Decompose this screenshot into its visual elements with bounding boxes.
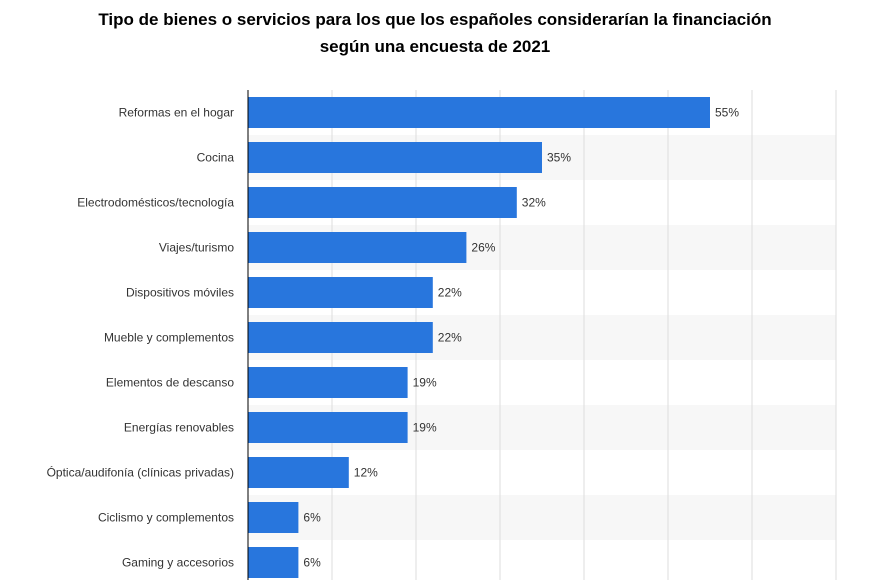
value-label: 19% xyxy=(413,421,437,435)
value-label: 55% xyxy=(715,106,739,120)
chart-title: Tipo de bienes o servicios para los que … xyxy=(0,6,870,60)
value-label: 26% xyxy=(471,241,495,255)
bar[interactable] xyxy=(248,142,542,173)
bar[interactable] xyxy=(248,322,433,353)
category-label: Cocina xyxy=(197,151,235,165)
value-label: 22% xyxy=(438,286,462,300)
category-label: Gaming y accesorios xyxy=(122,556,234,570)
bar[interactable] xyxy=(248,187,517,218)
category-label: Reformas en el hogar xyxy=(119,106,234,120)
chart-title-line-1: Tipo de bienes o servicios para los que … xyxy=(98,10,772,29)
category-labels: Reformas en el hogar Cocina Electrodomésti… xyxy=(47,106,235,570)
bar[interactable] xyxy=(248,412,408,443)
row-stripe xyxy=(248,495,836,540)
category-label: Mueble y complementos xyxy=(104,331,234,345)
bar[interactable] xyxy=(248,502,299,533)
value-label: 6% xyxy=(303,556,321,570)
value-label: 12% xyxy=(354,466,378,480)
bar[interactable] xyxy=(248,367,408,398)
category-label: Óptica/audifonía (clínicas privadas) xyxy=(47,465,234,480)
value-label: 35% xyxy=(547,151,571,165)
bar[interactable] xyxy=(248,547,299,578)
category-label: Elementos de descanso xyxy=(106,376,234,390)
value-label: 6% xyxy=(303,511,321,525)
gridlines xyxy=(331,90,837,580)
value-label: 19% xyxy=(413,376,437,390)
category-label: Ciclismo y complementos xyxy=(98,511,234,525)
value-label: 22% xyxy=(438,331,462,345)
bar[interactable] xyxy=(248,232,467,263)
category-label: Dispositivos móviles xyxy=(126,286,234,300)
category-label: Viajes/turismo xyxy=(159,241,234,255)
value-label: 32% xyxy=(522,196,546,210)
bar[interactable] xyxy=(248,277,433,308)
bar[interactable] xyxy=(248,457,349,488)
value-labels: 55% 35% 32% 26% 22% 22% 19% 19% 12% 6% 6% xyxy=(303,106,739,570)
bars xyxy=(248,97,710,578)
category-label: Energías renovables xyxy=(124,421,234,435)
bar[interactable] xyxy=(248,97,710,128)
chart-title-line-2: según una encuesta de 2021 xyxy=(319,37,551,56)
category-label: Electrodomésticos/tecnología xyxy=(77,196,234,210)
